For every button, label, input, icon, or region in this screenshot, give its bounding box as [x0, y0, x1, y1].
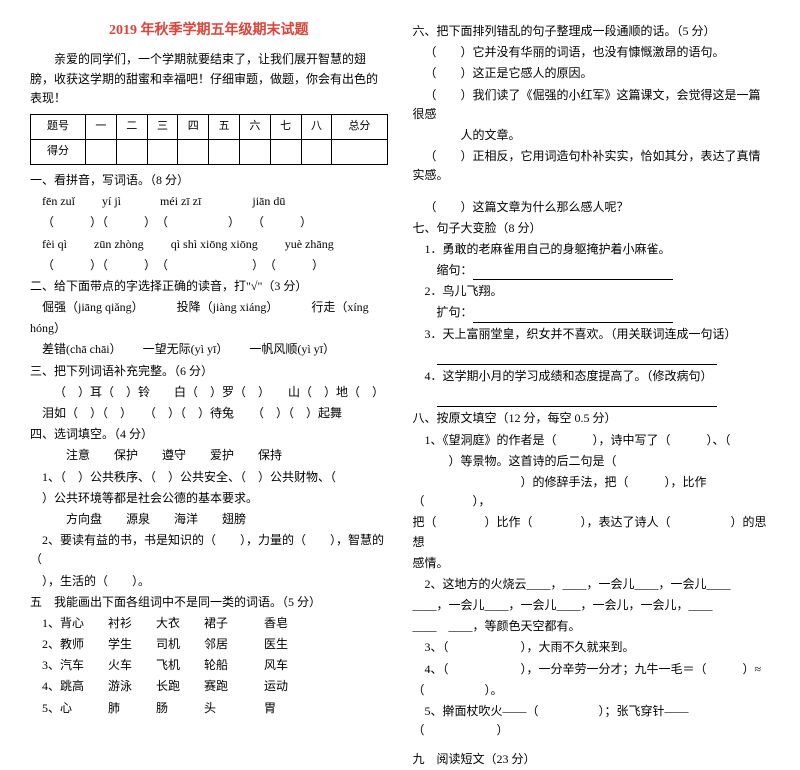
- text-line: 泪如（ ）（ ） （ ）（ ）待兔 （ ）（ ）起舞: [30, 404, 388, 423]
- word-bank: 方向盘 源泉 海洋 翅膀: [30, 510, 388, 529]
- score-cell: [270, 139, 301, 164]
- pinyin-row: fēn zuǐ yí jì méi zī zī jiān dū: [30, 192, 388, 211]
- text-line: 人的文章。: [413, 126, 771, 145]
- text-line: 4．这学期小月的学习成绩和态度提高了。（修改病句）: [413, 367, 771, 386]
- score-cell: [301, 139, 332, 164]
- text-line: 1．勇敢的老麻雀用自己的身躯掩护着小麻雀。: [413, 240, 771, 259]
- pinyin: méi zī zī: [160, 194, 201, 208]
- text-line: 4、（ ），一分辛劳一分才；九牛一毛＝（ ）≈: [413, 660, 771, 679]
- text-line: hóng）: [30, 319, 388, 338]
- text-line: 感情。: [413, 554, 771, 573]
- text-line: 2．鸟儿飞翔。: [413, 282, 771, 301]
- left-column: 2019 年秋季学期五年级期末试题 亲爱的同学们，一个学期就要结束了，让我们展开…: [30, 20, 388, 534]
- pinyin: jiān dū: [252, 194, 285, 208]
- text-line: （ ）耳（ ）铃 白（ ）罗（ ） 山（ ）地（ ）: [30, 383, 388, 402]
- text-line: ____，一会儿____，一会儿____，一会儿，一会儿，____: [413, 596, 771, 615]
- exam-title: 2019 年秋季学期五年级期末试题: [30, 20, 388, 42]
- score-cell: [147, 139, 178, 164]
- answer-line: [413, 346, 771, 365]
- score-table: 题号 一 二 三 四 五 六 七 八 总分 得分: [30, 114, 388, 165]
- blank: [473, 310, 673, 323]
- table-header-cell: 一: [86, 114, 117, 139]
- right-column: 六、把下面排列错乱的句子整理成一段通顺的话。（5 分） （ ）它并没有华丽的词语…: [413, 20, 771, 534]
- section-heading: 七、句子大变脸（8 分）: [413, 219, 771, 238]
- intro-text: 亲爱的同学们，一个学期就要结束了，让我们展开智慧的翅膀，收获这学期的甜蜜和幸福吧…: [30, 50, 388, 108]
- text-line: 1、《望洞庭》的作者是（ ），诗中写了（ ）、（: [413, 431, 771, 450]
- section-heading: 六、把下面排列错乱的句子整理成一段通顺的话。（5 分）: [413, 22, 771, 41]
- text-line: （ ）正相反，它用词造句朴补实实，恰如其分，表达了真情实感。: [413, 147, 771, 185]
- table-header-cell: 七: [270, 114, 301, 139]
- answer-line: 缩句：: [413, 261, 771, 280]
- score-cell: [239, 139, 270, 164]
- score-label-cell: 得分: [31, 139, 86, 164]
- text-line: 2、要读有益的书，书是知识的（ ），力量的（ ），智慧的（: [30, 531, 388, 569]
- text-line: 2、这地方的火烧云____，____，一会儿____，一会儿____: [413, 575, 771, 594]
- list-item: 3、汽车 火车 飞机 轮船 风车: [30, 656, 388, 675]
- text-line: （ ）这篇文章为什么那么感人呢？: [413, 198, 771, 217]
- table-header-cell: 总分: [332, 114, 387, 139]
- text-line: 差错(chā chāi） 一望无际(yì yī） 一帆风顺(yì yī）: [30, 340, 388, 359]
- text-line: 把（ ）比作（ ），表达了诗人（ ）的思想: [413, 513, 771, 551]
- spacer: [413, 188, 771, 196]
- table-header-cell: 三: [147, 114, 178, 139]
- text-line: （ ）。: [413, 681, 771, 700]
- section-heading: 一、看拼音，写词语。（8 分）: [30, 171, 388, 190]
- spacer: [413, 742, 771, 748]
- text-line: （ ）我们读了《倔强的小红军》这篇课文，会觉得这是一篇很感: [413, 86, 771, 124]
- word-bank: 注意 保护 遵守 爱护 保持: [30, 446, 388, 465]
- section-heading: 五 我能画出下面各组词中不是同一类的词语。（5 分）: [30, 593, 388, 612]
- pinyin: qì shì xiōng xiōng: [171, 237, 258, 251]
- score-cell: [86, 139, 117, 164]
- section-heading: 二、给下面带点的字选择正确的读音，打"√"（3 分）: [30, 277, 388, 296]
- text-line: ____ ____，等颜色天空都有。: [413, 617, 771, 636]
- table-header-cell: 八: [301, 114, 332, 139]
- text-line: 3．天上富丽堂皇，织女并不喜欢。（用关联词连成一句话）: [413, 325, 771, 344]
- answer-line: [413, 388, 771, 407]
- text-line: （ ）这正是它感人的原因。: [413, 64, 771, 83]
- text-line: 5、擀面杖吹火——（ ）；张飞穿针——（ ）: [413, 702, 771, 740]
- list-item: 2、教师 学生 司机 邻居 医生: [30, 635, 388, 654]
- text-line: 1、（ ）公共秩序、（ ）公共安全、（ ）公共财物、（: [30, 468, 388, 487]
- score-cell: [116, 139, 147, 164]
- section-heading: 九 阅读短文（23 分）: [413, 750, 771, 769]
- list-item: 1、背心 衬衫 大衣 裙子 香皂: [30, 614, 388, 633]
- table-header-cell: 四: [178, 114, 209, 139]
- score-cell: [332, 139, 387, 164]
- blank: [437, 394, 717, 407]
- blank: [473, 267, 673, 280]
- pinyin: zūn zhòng: [94, 237, 144, 251]
- section-heading: 三、把下列词语补充完整。（6 分）: [30, 362, 388, 381]
- table-header-cell: 题号: [31, 114, 86, 139]
- list-item: 4、跳高 游泳 长跑 赛跑 运动: [30, 677, 388, 696]
- blank: [437, 352, 717, 365]
- pinyin-row: fèi qì zūn zhòng qì shì xiōng xiōng yuè …: [30, 235, 388, 254]
- score-cell: [178, 139, 209, 164]
- text-line: ）等景物。这首诗的后二句是（: [413, 452, 771, 471]
- text-line: （ ）它并没有华丽的词语，也没有慷慨激昂的语句。: [413, 43, 771, 62]
- text-line: ），生活的（ ）。: [30, 572, 388, 591]
- text-line: ）公共环境等都是社会公德的基本要求。: [30, 489, 388, 508]
- text-line: 倔强（jiāng qiǎng） 投降（jiàng xiáng） 行走（xíng: [30, 298, 388, 317]
- answer-line: 扩句：: [413, 303, 771, 322]
- paren-row: （ ）（ ） （ ） （ ）: [30, 213, 388, 232]
- pinyin: yuè zhāng: [285, 237, 334, 251]
- paren-row: （ ）（ ） （ ） （ ）: [30, 256, 388, 275]
- pinyin: fēn zuǐ: [42, 194, 75, 208]
- score-cell: [209, 139, 240, 164]
- section-heading: 八、按原文填空（12 分，每空 0.5 分）: [413, 409, 771, 428]
- text-line: 3、（ ），大雨不久就来到。: [413, 638, 771, 657]
- list-item: 5、心 肺 肠 头 胃: [30, 699, 388, 718]
- table-header-cell: 六: [239, 114, 270, 139]
- section-heading: 四、选词填空。（4 分）: [30, 425, 388, 444]
- pinyin: yí jì: [102, 194, 121, 208]
- table-header-cell: 五: [209, 114, 240, 139]
- table-header-cell: 二: [116, 114, 147, 139]
- pinyin: fèi qì: [42, 237, 67, 251]
- text-line: ）的修辞手法，把（ ），比作（ ），: [413, 473, 771, 511]
